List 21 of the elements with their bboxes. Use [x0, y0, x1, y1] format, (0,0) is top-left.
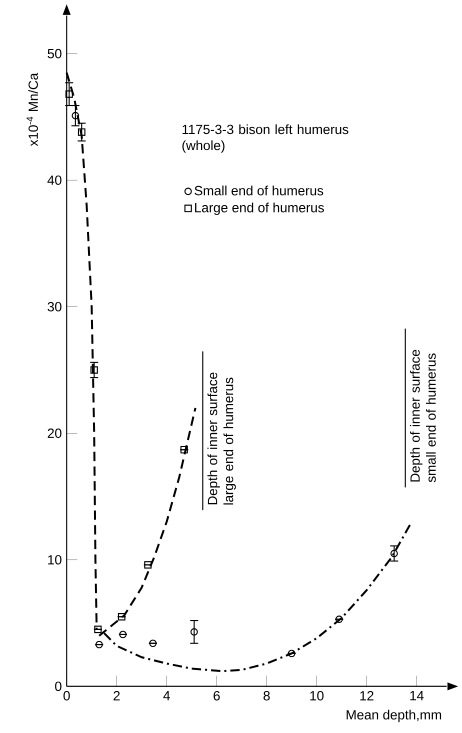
x-tick-label: 12	[360, 691, 374, 700]
x-tick-label: 4	[163, 691, 170, 700]
y-tick-label: 20	[48, 428, 62, 438]
y-tick-label: 30	[48, 302, 62, 312]
legend-label: Small end of humerus	[194, 186, 324, 196]
x-tick-label: 0	[63, 691, 70, 700]
y-tick-label: 0	[55, 682, 62, 692]
x-tick-label: 6	[214, 691, 220, 700]
y-tick-label: 40	[47, 175, 62, 185]
x-tick-label: 2	[114, 691, 120, 700]
x-tick-label: 14	[410, 691, 424, 700]
x-tick-label: 10	[310, 691, 324, 700]
x-tick-label: 8	[264, 691, 270, 700]
y-axis-title: x10$^{-4}$ Mn/Ca	[26, 72, 38, 146]
legend-title: 1175-3-3 bison left humerus (whole)	[182, 124, 348, 153]
legend-label: Large end of humerus	[195, 202, 324, 215]
annotation: Depth of inner surface small end of humerus	[410, 350, 436, 482]
x-axis-title: Mean depth,mm	[346, 710, 442, 722]
annotation: Depth of inner surface large end of humerus	[207, 372, 236, 504]
y-tick-label: 10	[48, 555, 62, 565]
y-tick-label: 50	[48, 48, 62, 58]
